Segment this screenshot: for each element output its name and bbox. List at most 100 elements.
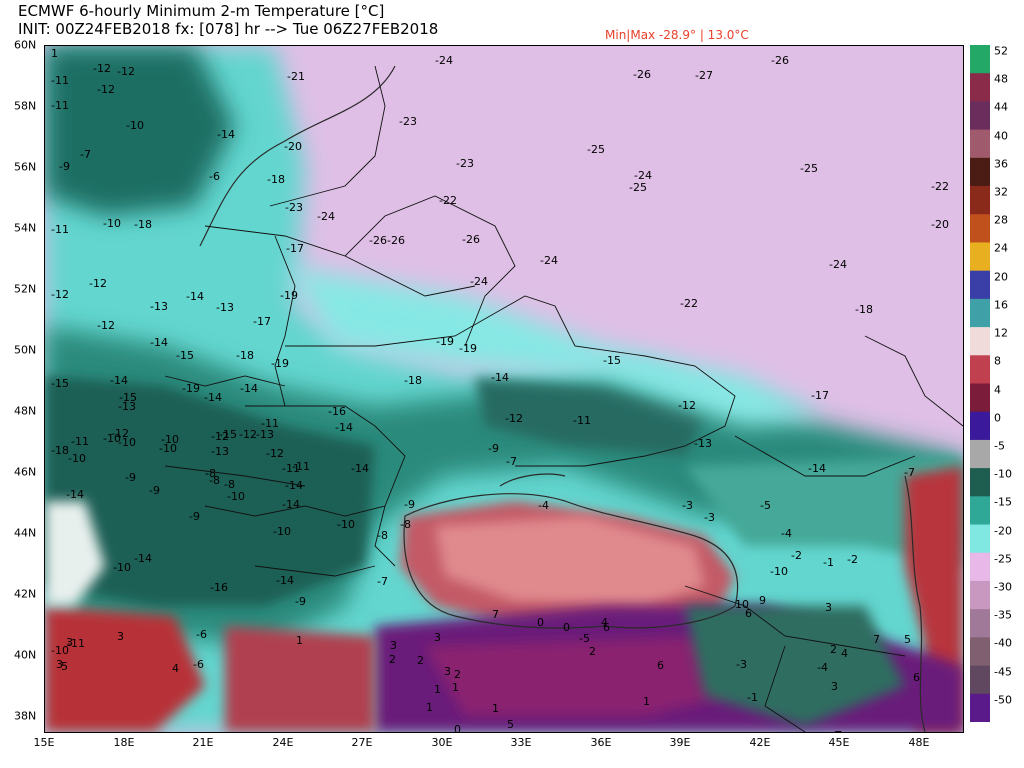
lat-tick-label: 44N	[14, 526, 37, 540]
temperature-value-label: -12	[117, 65, 135, 78]
colorbar-segment	[970, 101, 990, 131]
temperature-value-label: -11	[573, 414, 591, 427]
temperature-value-label: -11	[261, 417, 279, 430]
colorbar-tick-label: -25	[994, 552, 1012, 566]
temperature-value-label: 3	[434, 631, 441, 644]
colorbar-segment	[970, 609, 990, 638]
lon-tick-label: 36E	[590, 736, 612, 749]
colorbar-segment	[970, 270, 990, 300]
lon-tick-label: 39E	[669, 736, 691, 749]
temperature-value-label: -23	[399, 115, 417, 128]
lat-tick-label: 48N	[14, 404, 37, 418]
temperature-value-label: -17	[811, 389, 829, 402]
temperature-value-label: 0	[454, 723, 461, 733]
colorbar-tick-label: -10	[994, 467, 1012, 481]
lon-tick-label: 18E	[113, 736, 135, 749]
temperature-value-label: 2	[389, 653, 396, 666]
temperature-value-label: -15	[219, 428, 237, 441]
lat-tick-label: 54N	[14, 221, 37, 235]
colorbar-tick-label: -5	[994, 439, 1005, 453]
temperature-value-label: -9	[149, 484, 160, 497]
colorbar-tick-label: 40	[994, 129, 1008, 143]
colorbar-tick-label: 12	[994, 326, 1008, 340]
colorbar-tick-label: -40	[994, 636, 1012, 650]
temperature-value-label: -14	[217, 128, 235, 141]
lat-tick-label: 46N	[14, 465, 37, 479]
country-border-lines	[164, 65, 963, 732]
temperature-value-label: -10	[51, 644, 69, 657]
temperature-value-label: -3	[704, 511, 715, 524]
colorbar-tick-label: 44	[994, 100, 1008, 114]
colorbar-segment	[970, 214, 990, 243]
temperature-value-label: -14	[186, 290, 204, 303]
temperature-value-label: -17	[286, 242, 304, 255]
colorbar-tick-label: 36	[994, 157, 1008, 171]
temperature-value-label: 1	[51, 47, 58, 60]
temperature-value-label: 1	[434, 683, 441, 696]
temperature-value-label: -15	[176, 349, 194, 362]
temperature-value-label: -26	[387, 234, 405, 247]
lon-tick-label: 33E	[510, 736, 532, 749]
temperature-value-label: 3	[390, 639, 397, 652]
colorbar-tick-label: -30	[994, 580, 1012, 594]
lat-tick-label: 56N	[14, 160, 37, 174]
temperature-value-label: 1	[643, 695, 650, 708]
temperature-map: -24-26 -27-26-21-12 -12-11-12-11-10 -23-14-…	[44, 45, 964, 733]
temperature-value-label: -18	[404, 374, 422, 387]
temperature-value-label: 6	[913, 671, 920, 684]
temperature-value-label: -15	[603, 354, 621, 367]
lat-tick-label: 38N	[14, 709, 37, 723]
temperature-value-label: -18	[51, 444, 69, 457]
temperature-value-label: -6	[193, 658, 204, 671]
lat-tick-label: 58N	[14, 99, 37, 113]
lon-tick-label: 42E	[749, 736, 771, 749]
colorbar-tick-label: 24	[994, 241, 1008, 255]
temperature-value-label: -16	[328, 405, 346, 418]
temperature-value-label: -24	[317, 210, 335, 223]
temperature-value-label: -14	[66, 488, 84, 501]
colorbar-segment	[970, 411, 990, 441]
colorbar-tick-label: 28	[994, 213, 1008, 227]
temperature-value-label: -11	[292, 460, 310, 473]
colorbar-segment	[970, 552, 990, 582]
colorbar-segment	[970, 242, 990, 272]
temperature-value-label: -19	[280, 289, 298, 302]
temperature-value-label: -11	[51, 74, 69, 87]
temperature-value-label: -1	[823, 556, 834, 569]
temperature-value-label: -9	[189, 510, 200, 523]
temperature-value-label: -8	[205, 467, 216, 480]
temperature-value-label: -12	[51, 288, 69, 301]
temperature-value-label: -9	[295, 595, 306, 608]
colorbar-tick-label: 0	[994, 411, 1001, 425]
temperature-value-label: 3	[66, 636, 73, 649]
temperature-value-label: -10	[113, 561, 131, 574]
temperature-value-label: -12	[239, 428, 257, 441]
temperature-value-label: -15	[51, 377, 69, 390]
temperature-colorbar	[970, 45, 990, 722]
temperature-value-label: -26	[369, 234, 387, 247]
temperature-value-label: 2	[589, 645, 596, 658]
colorbar-tick-label: 32	[994, 185, 1008, 199]
temperature-value-label: -10	[770, 565, 788, 578]
temperature-value-label: -14	[491, 371, 509, 384]
temperature-value-label: -14	[351, 462, 369, 475]
colorbar-tick-label: -50	[994, 693, 1012, 707]
temperature-value-label: 5	[904, 633, 911, 646]
temperature-value-label: 2	[454, 668, 461, 681]
lat-tick-label: 50N	[14, 343, 37, 357]
lon-tick-label: 48E	[908, 736, 930, 749]
temperature-value-label: -12	[211, 430, 229, 443]
temperature-value-label: -18	[134, 218, 152, 231]
colorbar-segment	[970, 129, 990, 159]
temperature-value-label: -19	[436, 335, 454, 348]
temperature-value-label: -13	[150, 300, 168, 313]
colorbar-segment	[970, 439, 990, 469]
temperature-value-label: 7	[873, 633, 880, 646]
temperature-value-label: -10	[103, 217, 121, 230]
temperature-value-label: -10	[227, 490, 245, 503]
temperature-value-label: -13	[211, 445, 229, 458]
temperature-value-label: 7	[492, 608, 499, 621]
temperature-value-label: 2	[830, 643, 837, 656]
colorbar-tick-label: 48	[994, 72, 1008, 86]
temperature-value-label: 5	[507, 718, 514, 731]
